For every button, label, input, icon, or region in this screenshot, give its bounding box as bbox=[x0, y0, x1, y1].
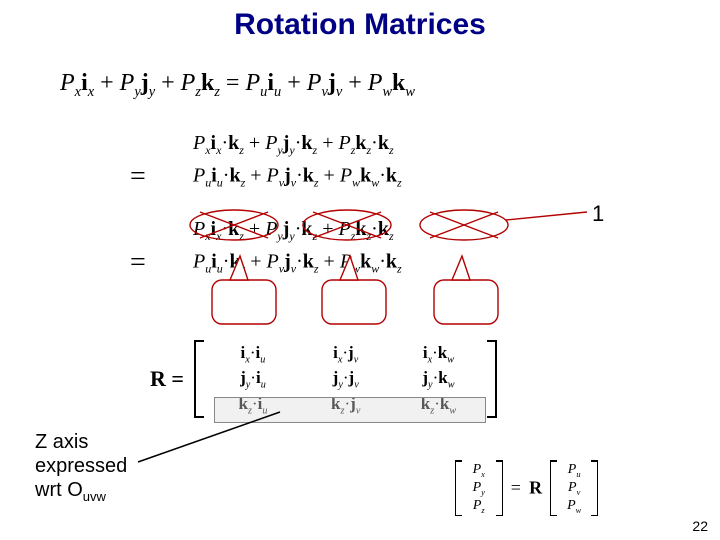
zaxis-line3-sub: uvw bbox=[83, 489, 106, 504]
zaxis-line2: expressed bbox=[35, 455, 127, 477]
crossed-ellipse-3 bbox=[420, 210, 508, 240]
label-one: 1 bbox=[592, 201, 604, 227]
page-number: 22 bbox=[692, 518, 708, 534]
zaxis-line3-prefix: wrt O bbox=[35, 479, 83, 501]
callout-box-3 bbox=[434, 256, 498, 324]
equation-step3: Pxix·kz + Pyjy·kz + Pzkz·kz = Puiu·kz + … bbox=[130, 216, 402, 282]
zaxis-line1: Z axis bbox=[35, 431, 88, 453]
connector-to-one bbox=[506, 212, 587, 220]
equation-step2: Pxix·kz + Pyjy·kz + Pzkz·kz = Puiu·kz + … bbox=[130, 130, 402, 196]
equation-main: Pxix + Pyjy + Pzkz = Puiu + Pvjv + Pwkw bbox=[60, 70, 415, 101]
equation-vector: Px Py Pz = R Pu Pv Pw bbox=[455, 460, 598, 516]
matrix-row-highlight bbox=[214, 397, 486, 423]
z-axis-label: Z axis expressed wrt Ouvw bbox=[35, 430, 127, 505]
slide-title: Rotation Matrices bbox=[0, 0, 720, 42]
